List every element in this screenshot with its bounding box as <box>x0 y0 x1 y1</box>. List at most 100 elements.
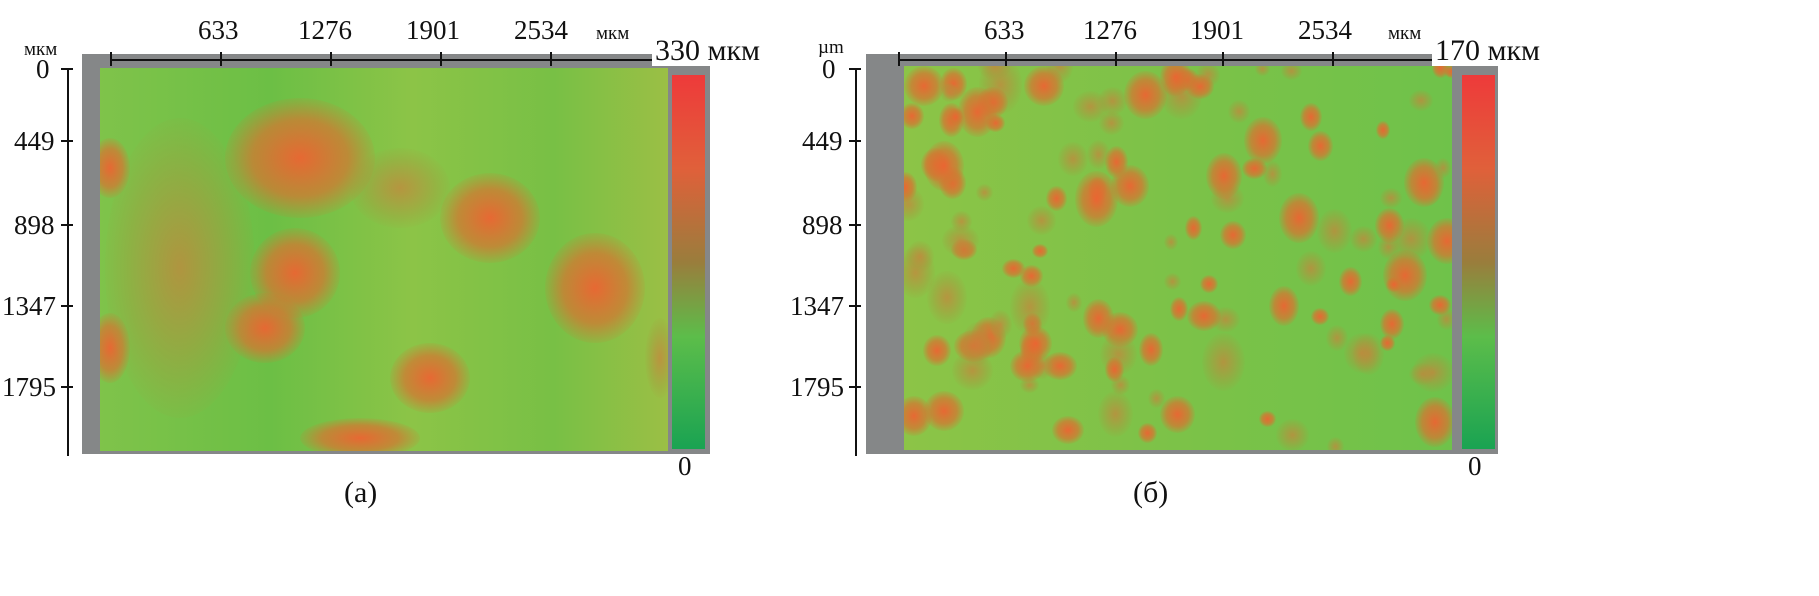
surface-peak <box>1065 292 1082 312</box>
panel-caption: (а) <box>344 476 378 509</box>
surface-peak <box>904 66 944 106</box>
x-tick-label: 633 <box>984 15 1025 45</box>
surface-peak <box>1200 274 1218 293</box>
surface-peak <box>1408 89 1434 111</box>
surface-peak <box>1379 335 1396 352</box>
surface-peak <box>1184 216 1203 240</box>
surface-peak <box>1385 276 1403 292</box>
surface-peak <box>1276 419 1309 450</box>
surface-peak <box>350 148 450 228</box>
y-tick-label: 0 <box>822 54 836 84</box>
surface-peak <box>1310 308 1329 326</box>
x-tick <box>440 52 442 66</box>
surface-peak <box>1160 395 1195 433</box>
surface-peak <box>1376 120 1391 140</box>
x-tick <box>1005 52 1007 66</box>
surface-peak <box>1339 266 1362 297</box>
surface-peak <box>1325 324 1349 351</box>
surface-peak <box>1147 388 1165 408</box>
surface-peak <box>1009 279 1051 335</box>
y-tick <box>849 140 861 142</box>
surface-peak <box>1169 296 1188 322</box>
y-unit-label: µm <box>818 37 844 58</box>
y-tick-label: 449 <box>802 126 843 156</box>
surface-peak <box>1098 390 1134 437</box>
surface-peak <box>1380 188 1402 209</box>
surface-peak <box>1390 217 1431 261</box>
x-tick <box>110 52 112 66</box>
surface-peak <box>924 141 964 191</box>
x-tick-label: 1276 <box>298 15 352 45</box>
surface-peak <box>1105 146 1129 178</box>
x-unit-label: мкм <box>1388 23 1422 44</box>
surface-peak <box>1082 299 1115 339</box>
x-axis-line <box>898 59 1445 61</box>
x-tick <box>1115 52 1117 66</box>
surface-peak <box>440 173 540 263</box>
x-tick <box>550 52 552 66</box>
surface-peak <box>1326 437 1345 450</box>
surface-peak <box>1046 185 1068 212</box>
colorbar <box>1462 75 1495 449</box>
surface-peak <box>1308 131 1333 162</box>
surface-profile-image <box>100 68 668 451</box>
surface-peak <box>904 102 924 130</box>
surface-peak <box>1186 73 1215 99</box>
surface-peak <box>1019 326 1053 361</box>
surface-peak <box>1429 294 1451 316</box>
x-tick <box>220 52 222 66</box>
surface-peak <box>1279 193 1320 244</box>
surface-peak <box>904 172 917 203</box>
surface-peak <box>1269 286 1299 326</box>
surface-peak <box>1072 90 1108 122</box>
surface-peak <box>300 418 420 451</box>
surface-peak <box>1259 411 1277 427</box>
y-tick-label: 449 <box>14 126 55 156</box>
surface-peak <box>927 270 967 325</box>
x-tick-label: 1901 <box>406 15 460 45</box>
colorbar <box>672 75 705 449</box>
surface-peak <box>1164 273 1182 290</box>
y-tick <box>61 224 73 226</box>
surface-peak <box>1024 66 1064 106</box>
surface-peak <box>961 322 994 366</box>
x-tick <box>330 52 332 66</box>
surface-peak <box>939 82 960 102</box>
y-axis-line <box>855 68 857 456</box>
surface-peak <box>942 224 979 256</box>
y-tick <box>849 224 861 226</box>
surface-peak <box>1244 117 1282 164</box>
surface-peak <box>1435 157 1451 178</box>
surface-peak <box>923 335 952 367</box>
y-tick-label: 1795 <box>2 372 56 402</box>
surface-peak <box>1262 160 1282 188</box>
surface-peak <box>1123 70 1167 120</box>
surface-peak <box>1104 357 1124 382</box>
surface-peak <box>1280 66 1303 81</box>
y-tick <box>849 68 861 70</box>
surface-peak <box>545 233 645 343</box>
colorbar-max-label: 170 мкм <box>1432 36 1544 66</box>
surface-peak <box>1201 333 1245 391</box>
surface-peak <box>105 118 255 418</box>
y-unit-label: мкм <box>24 39 58 60</box>
surface-peak <box>1379 308 1405 340</box>
colorbar-max-label: 330 мкм <box>652 36 764 66</box>
y-tick-label: 898 <box>802 210 843 240</box>
colorbar-min-label: 0 <box>1468 451 1482 481</box>
surface-peak <box>957 86 998 138</box>
surface-peak <box>1026 205 1056 235</box>
y-tick <box>61 386 73 388</box>
x-axis-line <box>110 59 655 61</box>
y-axis-line <box>67 68 69 456</box>
surface-peak <box>1414 397 1452 447</box>
surface-peak <box>645 318 668 398</box>
y-tick-label: 1347 <box>2 291 56 321</box>
surface-peak <box>1087 139 1111 169</box>
surface-peak <box>1159 66 1191 97</box>
surface-peak <box>1317 208 1353 253</box>
surface-peak <box>1058 142 1089 177</box>
surface-peak <box>1349 226 1378 253</box>
surface-peak <box>225 98 375 218</box>
surface-peak <box>1051 416 1084 445</box>
